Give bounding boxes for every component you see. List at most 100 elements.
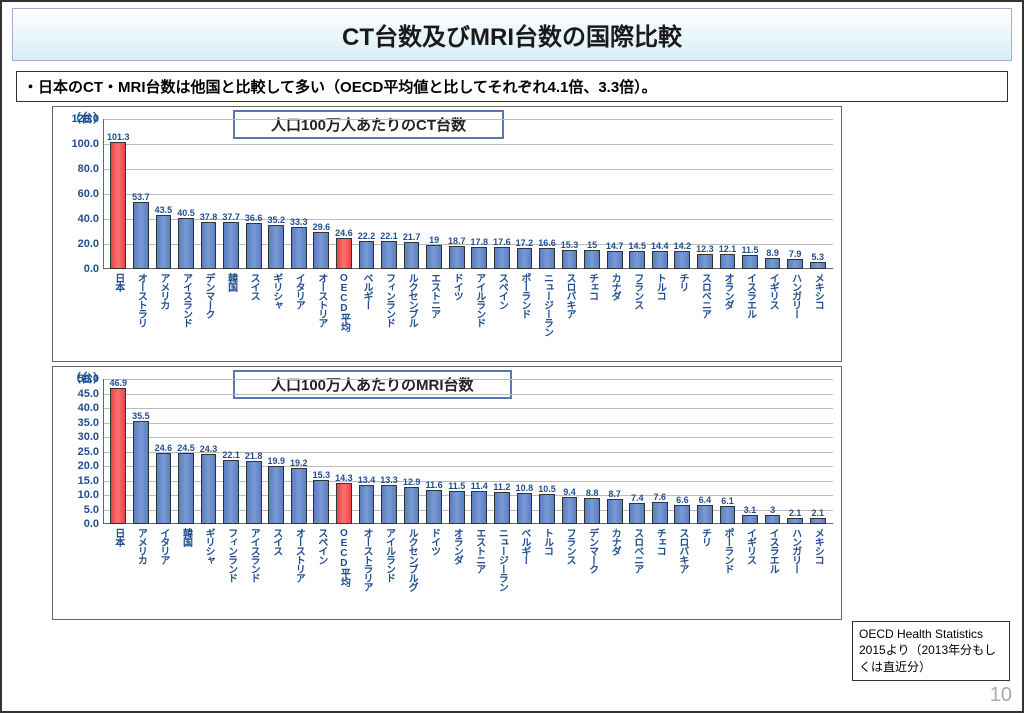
bar-value-label: 8.7 — [608, 489, 621, 499]
category-label: チェコ — [581, 271, 604, 341]
category-label: スロバキア — [671, 526, 694, 596]
y-tick-label: 30.0 — [78, 431, 99, 443]
bar-value-label: 15.3 — [561, 240, 579, 250]
y-tick-label: 80.0 — [78, 163, 99, 175]
bar-value-label: 22.1 — [380, 231, 398, 241]
bar: 18.7 — [449, 246, 465, 269]
category-label: チェコ — [649, 526, 672, 596]
bar-value-label: 46.9 — [110, 378, 128, 388]
bar-value-label: 17.8 — [471, 237, 489, 247]
bar: 6.6 — [674, 505, 690, 524]
bar: 36.6 — [246, 223, 262, 269]
page-title: CT台数及びMRI台数の国際比較 — [12, 8, 1012, 61]
bar: 37.8 — [201, 222, 217, 269]
bar: 24.3 — [201, 454, 217, 524]
bar-value-label: 12.3 — [696, 244, 714, 254]
page-number: 10 — [990, 684, 1012, 707]
bar-value-label: 5.3 — [811, 252, 824, 262]
bar-value-label: 15 — [587, 240, 597, 250]
category-label: オーストリア — [288, 526, 311, 596]
bar-value-label: 18.7 — [448, 236, 466, 246]
bar-value-label: 17.2 — [516, 238, 534, 248]
bar-value-label: 40.5 — [177, 208, 195, 218]
category-label: OECD平均 — [333, 271, 356, 341]
category-label: メキシコ — [806, 526, 829, 596]
category-label: イタリア — [288, 271, 311, 341]
category-label: ハンガリー — [784, 526, 807, 596]
bar: 101.3 — [110, 142, 126, 269]
category-label: スイス — [242, 271, 265, 341]
chart-plot: 0.020.040.060.080.0100.0120.0101.353.743… — [103, 119, 833, 269]
category-label: アメリカ — [152, 271, 175, 341]
bar: 40.5 — [178, 218, 194, 269]
y-tick-label: 20.0 — [78, 238, 99, 250]
bar: 7.9 — [787, 259, 803, 269]
bar-value-label: 14.5 — [628, 241, 646, 251]
bar: 22.2 — [359, 241, 375, 269]
bar-value-label: 36.6 — [245, 213, 263, 223]
bar: 14.2 — [674, 251, 690, 269]
category-label: ポーランド — [716, 526, 739, 596]
bar-value-label: 7.4 — [631, 493, 644, 503]
bar-value-label: 14.7 — [606, 241, 624, 251]
category-label: ルクセンブルグ — [400, 526, 423, 596]
source-note: OECD Health Statistics 2015より（2013年分もしくは… — [852, 621, 1010, 681]
category-label: オーストラリア — [355, 526, 378, 596]
bar-value-label: 11.2 — [493, 482, 510, 492]
bar: 19 — [426, 245, 442, 269]
y-tick-label: 10.0 — [78, 489, 99, 501]
category-label: トルコ — [536, 526, 559, 596]
bar: 14.7 — [607, 251, 623, 269]
category-label: 韓国 — [175, 526, 198, 596]
category-label: イギリス — [739, 526, 762, 596]
bar: 24.6 — [156, 453, 172, 524]
category-label: メキシコ — [806, 271, 829, 341]
category-label: フィンランド — [378, 271, 401, 341]
bar: 43.5 — [156, 215, 172, 269]
bar: 17.6 — [494, 247, 510, 269]
category-label: フィンランド — [220, 526, 243, 596]
bar-value-label: 21.8 — [245, 451, 263, 461]
y-tick-label: 40.0 — [78, 213, 99, 225]
bar-value-label: 14.3 — [335, 473, 353, 483]
bar: 16.6 — [539, 248, 555, 269]
category-label: デンマーク — [197, 271, 220, 341]
bar: 33.3 — [291, 227, 307, 269]
bar-value-label: 24.5 — [177, 443, 195, 453]
category-label: 韓国 — [220, 271, 243, 341]
y-tick-label: 120.0 — [71, 113, 99, 125]
category-label: アイスランド — [175, 271, 198, 341]
category-label: アイルランド — [378, 526, 401, 596]
bar-value-label: 6.1 — [721, 496, 734, 506]
bar: 2.1 — [787, 518, 803, 524]
bar-value-label: 12.9 — [403, 477, 421, 487]
bar: 2.1 — [810, 518, 826, 524]
bar-value-label: 11.4 — [471, 481, 488, 491]
bar: 35.5 — [133, 421, 149, 524]
bar-value-label: 15.3 — [313, 470, 331, 480]
category-label: ギリシャ — [265, 271, 288, 341]
bar: 10.8 — [517, 493, 533, 524]
category-label: カナダ — [603, 271, 626, 341]
category-label: スロベニア — [694, 271, 717, 341]
category-label: スロベニア — [626, 526, 649, 596]
chart-plot: 0.05.010.015.020.025.030.035.040.045.050… — [103, 379, 833, 524]
y-tick-label: 50.0 — [78, 373, 99, 385]
bar-value-label: 19 — [429, 235, 439, 245]
bar: 14.4 — [652, 251, 668, 269]
bar: 10.5 — [539, 494, 555, 524]
bar: 21.8 — [246, 461, 262, 524]
category-label: アメリカ — [130, 526, 153, 596]
bar: 14.3 — [336, 483, 352, 524]
bar: 15.3 — [313, 480, 329, 524]
bar-value-label: 6.4 — [699, 495, 712, 505]
bar-value-label: 37.7 — [222, 212, 240, 222]
category-label: イギリス — [761, 271, 784, 341]
bar-value-label: 37.8 — [200, 212, 218, 222]
bar-value-label: 10.5 — [538, 484, 556, 494]
bar-value-label: 101.3 — [107, 132, 130, 142]
bar: 11.4 — [471, 491, 487, 524]
category-label: ギリシャ — [197, 526, 220, 596]
category-label: イスラエル — [761, 526, 784, 596]
category-label: 日本 — [107, 526, 130, 596]
